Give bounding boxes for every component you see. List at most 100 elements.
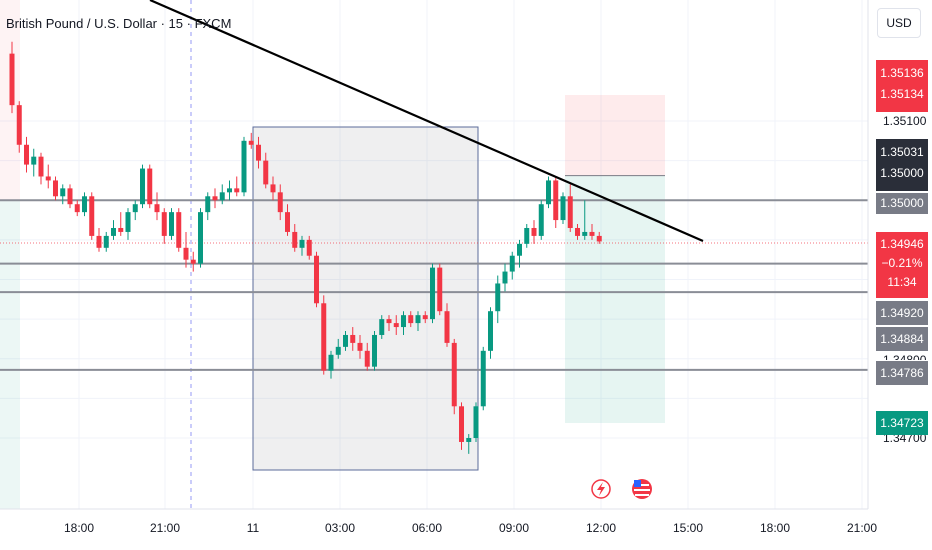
- time-tick: 18:00: [759, 521, 791, 535]
- currency-button[interactable]: USD: [877, 8, 921, 38]
- candle-body: [241, 140, 247, 193]
- level-label-4: 1.34786: [876, 361, 928, 385]
- candle-body: [74, 204, 80, 213]
- level-label-2: 1.34920: [876, 301, 928, 325]
- candle-body: [154, 204, 160, 213]
- time-tick: 21:00: [846, 521, 878, 535]
- candle-body: [321, 303, 327, 371]
- candle-body: [24, 144, 29, 165]
- candle-body: [161, 212, 167, 236]
- target-high: 1.35136: [880, 66, 924, 80]
- time-tick: 03:00: [324, 521, 356, 535]
- candle-body: [451, 342, 457, 407]
- candle-body: [517, 243, 522, 256]
- candle-body: [190, 259, 196, 264]
- position-zones: [0, 0, 665, 509]
- bar-countdown: 11:34: [887, 275, 917, 289]
- candle-body: [444, 311, 450, 343]
- candle-body: [393, 323, 399, 328]
- candle-body: [147, 168, 153, 205]
- candle-body: [169, 212, 174, 236]
- candle-body: [488, 311, 493, 351]
- candle-body: [582, 231, 588, 236]
- candle-body: [567, 196, 573, 228]
- zone-b: 1.35000: [880, 166, 924, 180]
- candle-body: [357, 342, 363, 351]
- position-risk-zone: [565, 95, 665, 176]
- candle-body: [538, 204, 544, 236]
- target-price-label: 1.35136 1.35134: [876, 60, 928, 112]
- current-price: 1.34946: [880, 237, 924, 251]
- candle-body: [60, 188, 66, 197]
- candle-body: [219, 192, 225, 201]
- candle-body: [335, 346, 341, 355]
- candle-body: [328, 354, 334, 371]
- level-label-1: 1.35000: [876, 193, 928, 214]
- candle-body: [524, 227, 530, 244]
- lightning-icon-glyph: [597, 482, 605, 496]
- zone-a: 1.35031: [880, 145, 924, 159]
- candle-body: [111, 227, 116, 236]
- candle-body: [560, 196, 566, 221]
- candle-body: [430, 267, 435, 320]
- trendline: [149, 0, 704, 243]
- position-reward-zone: [565, 175, 665, 423]
- candle-body: [96, 235, 102, 248]
- time-tick: 12:00: [585, 521, 617, 535]
- time-tick: 18:00: [63, 521, 95, 535]
- candle-body: [459, 406, 464, 442]
- candle-body: [306, 239, 312, 256]
- level-label-3: 1.34884: [876, 327, 928, 351]
- candle-body: [132, 204, 138, 213]
- current-price-label: 1.34946 −0.21% 11:34: [876, 232, 928, 298]
- candle-body: [227, 188, 232, 193]
- us-flag-canton: [634, 480, 641, 487]
- candle-body: [502, 271, 508, 284]
- time-tick: 11: [246, 521, 260, 535]
- candle-body: [140, 168, 145, 205]
- candle-body: [589, 231, 595, 236]
- candle-body: [401, 315, 406, 328]
- candle-body: [103, 235, 109, 248]
- candle-body: [415, 315, 421, 324]
- candle-body: [198, 212, 203, 264]
- candle-body: [212, 196, 218, 201]
- candle-body: [531, 227, 537, 236]
- zone-price-label: 1.35031 1.35000: [876, 139, 928, 191]
- candle-body: [270, 184, 276, 193]
- candle-body: [350, 334, 356, 343]
- candle-body: [248, 140, 254, 145]
- candle-body: [82, 196, 87, 213]
- time-tick: 15:00: [672, 521, 704, 535]
- candle-body: [53, 180, 58, 197]
- candle-body: [9, 53, 15, 106]
- candle-body: [364, 350, 370, 367]
- candle-body: [408, 315, 414, 324]
- candle-body: [422, 315, 428, 320]
- candles: [9, 41, 602, 454]
- candle-body: [386, 319, 392, 324]
- candle-body: [31, 156, 37, 165]
- candle-body: [553, 180, 559, 221]
- candle-body: [299, 239, 305, 248]
- symbol-title[interactable]: British Pound / U.S. Dollar · 15 · FXCM: [6, 16, 232, 31]
- us-flag-stripe: [634, 489, 650, 491]
- candle-body: [183, 247, 189, 260]
- candle-body: [89, 196, 95, 236]
- candle-body: [480, 350, 486, 407]
- price-tick-partial: 1.34800: [883, 354, 926, 360]
- candle-body: [118, 227, 124, 232]
- us-flag-stripe: [635, 484, 649, 486]
- candle-body: [437, 267, 443, 312]
- time-tick: 09:00: [498, 521, 530, 535]
- candle-body: [596, 235, 602, 242]
- price-change: −0.21%: [881, 256, 923, 270]
- candle-body: [277, 192, 283, 213]
- candle-body: [495, 283, 501, 312]
- candle-body: [285, 212, 290, 232]
- candle-body: [176, 212, 182, 248]
- candle-body: [509, 255, 515, 272]
- left-loss-zone: [0, 200, 20, 509]
- us-flag-stripe: [635, 494, 649, 496]
